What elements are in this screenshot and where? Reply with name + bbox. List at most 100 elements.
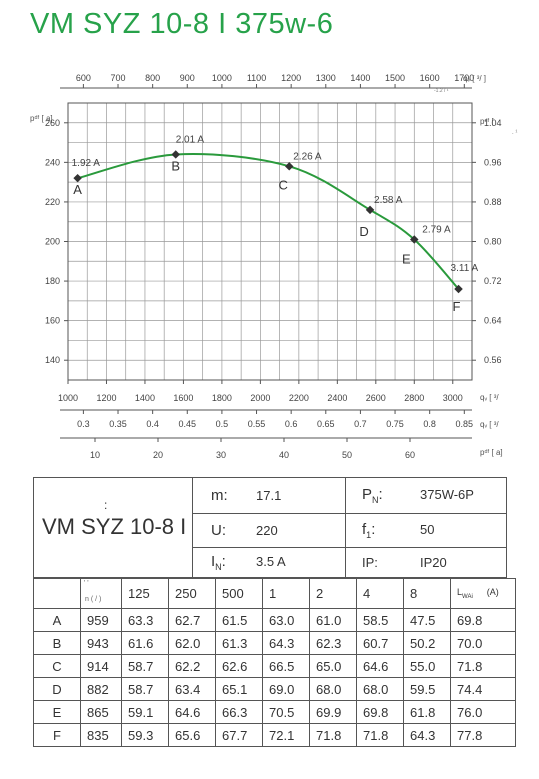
m3s-axis-tick-label: 0.6	[285, 419, 298, 429]
point-current: 2.26 A	[293, 151, 322, 162]
row-level: 59.5	[403, 677, 451, 701]
row-level: 61.5	[215, 608, 263, 632]
row-speed: 882	[80, 677, 122, 701]
right-axis-unit-sub: . ¹	[512, 130, 517, 136]
model-mark: :	[104, 498, 108, 512]
row-level: 69.8	[356, 700, 404, 724]
table-row: C 914 58.7 62.2 62.6 66.5 65.0 64.6 55.0 71.8	[33, 654, 516, 678]
row-level: 64.3	[262, 631, 310, 655]
operating-point	[410, 235, 419, 244]
row-level: 61.3	[215, 631, 263, 655]
row-lw: 76.0	[450, 700, 516, 724]
row-level: 63.0	[262, 608, 310, 632]
m3s-axis-tick-label: 0.65	[317, 419, 335, 429]
top-axis-tick-label: 700	[111, 73, 126, 83]
freq-header-1k: 1	[262, 578, 310, 609]
row-speed: 835	[80, 723, 122, 747]
model-name: VM SYZ 10-8 I	[42, 514, 187, 539]
row-level: 64.6	[356, 654, 404, 678]
pdf-axis-tick-label: 60	[405, 450, 415, 460]
bottom-axis-tick-label: 2800	[404, 393, 424, 403]
row-level: 66.3	[215, 700, 263, 724]
m3s-axis-tick-label: 0.75	[386, 419, 404, 429]
operating-point	[73, 173, 82, 183]
row-lw: 71.8	[450, 654, 516, 678]
row-level: 58.7	[121, 677, 169, 701]
pdf-axis-tick-label: 20	[153, 450, 163, 460]
right-axis-tick-label: 1.04	[484, 118, 502, 128]
top-axis-tick-label: 1400	[350, 73, 370, 83]
m3s-axis-tick-label: 0.8	[423, 419, 436, 429]
speed-header-unit: n ( / )	[85, 596, 102, 603]
f-value: 50	[420, 522, 435, 537]
operating-point	[454, 284, 463, 294]
row-label: F	[33, 723, 81, 747]
top-axis-tick-label: 1700	[454, 73, 474, 83]
freq-header-500: 500	[215, 578, 263, 609]
row-speed: 959	[80, 608, 122, 632]
pdf-axis-tick-label: 50	[342, 450, 352, 460]
row-level: 47.5	[403, 608, 451, 632]
top-axis-tick-label: 800	[145, 73, 160, 83]
top-axis-tick-label: 1600	[420, 73, 440, 83]
row-level: 69.0	[262, 677, 310, 701]
bottom-axis-tick-label: 2600	[366, 393, 386, 403]
row-level: 69.9	[309, 700, 357, 724]
top-axis-sub: -1.2 / ¹	[434, 88, 449, 94]
m3s-axis-tick-label: 0.7	[354, 419, 367, 429]
bottom-axis-tick-label: 1600	[173, 393, 193, 403]
row-level: 71.8	[356, 723, 404, 747]
row-level: 68.0	[309, 677, 357, 701]
freq-header-8k: 8	[403, 578, 451, 609]
spec-table: : VM SYZ 10-8 I m: 17.1 PN: 375W-6P U: 220 …	[33, 477, 507, 578]
point-label: A	[73, 182, 82, 197]
m3s-axis-tick-label: 0.55	[248, 419, 266, 429]
model-cell: : VM SYZ 10-8 I	[33, 477, 193, 578]
row-level: 62.7	[168, 608, 216, 632]
row-level: 64.3	[403, 723, 451, 747]
m3s-axis-tick-label: 0.45	[179, 419, 197, 429]
pdf-axis-tick-label: 30	[216, 450, 226, 460]
right-axis-tick-label: 0.72	[484, 276, 502, 286]
page-title: VM SYZ 10-8 I 375w-6	[30, 8, 334, 40]
bottom-axis-tick-label: 3000	[443, 393, 463, 403]
point-current: 3.11 A	[451, 263, 479, 274]
point-label: F	[453, 299, 461, 314]
left-axis-tick-label: 240	[45, 157, 60, 167]
pdf-axis-unit: pᵈᶠ [ a]	[480, 448, 503, 457]
operating-point	[284, 162, 294, 171]
u-value: 220	[256, 523, 278, 538]
operating-point	[365, 205, 375, 215]
pdf-axis-tick-label: 40	[279, 450, 289, 460]
pn-label: P	[362, 486, 373, 503]
row-label: A	[33, 608, 81, 632]
table-row: A 959 63.3 62.7 61.5 63.0 61.0 58.5 47.5 69.8	[33, 608, 516, 632]
point-label: C	[279, 177, 288, 192]
row-lw: 69.8	[450, 608, 516, 632]
row-level: 65.1	[215, 677, 263, 701]
bottom-axis-unit: qᵥ [ ³/	[480, 393, 499, 402]
m3s-axis-tick-label: 0.4	[146, 419, 159, 429]
top-axis-tick-label: 1100	[247, 73, 266, 83]
row-level: 50.2	[403, 631, 451, 655]
pn-value: 375W-6P	[420, 487, 474, 502]
bottom-axis-tick-label: 2400	[327, 393, 347, 403]
top-axis-tick-label: 1200	[281, 73, 301, 83]
left-axis-tick-label: 200	[45, 237, 60, 247]
in-label: I	[211, 553, 216, 570]
table-row: F 835 59.3 65.6 67.7 72.1 71.8 71.8 64.3 77.8	[33, 723, 516, 747]
table-row: B 943 61.6 62.0 61.3 64.3 62.3 60.7 50.2 70.0	[33, 631, 516, 655]
m3s-axis-tick-label: 0.5	[216, 419, 229, 429]
m3s-axis-unit: qᵥ [ ³/	[480, 420, 499, 429]
row-level: 58.5	[356, 608, 404, 632]
m-value: 17.1	[256, 488, 282, 503]
ip-value: IP20	[420, 555, 447, 570]
left-axis-tick-label: 220	[45, 197, 60, 207]
point-current: 2.79 A	[422, 225, 451, 236]
bottom-axis-tick-label: 2000	[250, 393, 270, 403]
left-axis-tick-label: 180	[45, 276, 60, 286]
in-colon: :	[221, 553, 226, 570]
row-speed: 943	[80, 631, 122, 655]
pdf-axis-tick-label: 10	[90, 450, 100, 460]
row-level: 61.8	[403, 700, 451, 724]
